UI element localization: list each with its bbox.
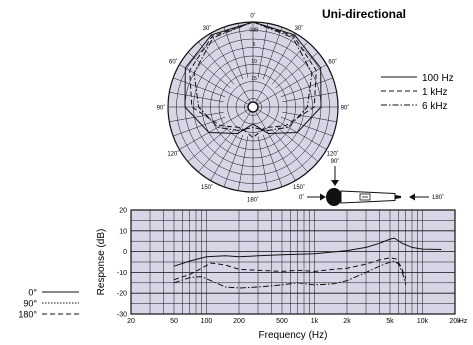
polar-spoke [179,109,248,150]
polar-pattern-chart: 0˚30˚60˚90˚120˚150˚180˚150˚120˚90˚60˚30˚… [157,13,350,204]
mic-right-arrow-head [409,193,415,201]
polar-spoke [223,27,244,80]
freq-x-tick-label: 50 [170,318,178,325]
polar-spoke [282,91,337,103]
freq-y-tick-label: -30 [117,312,127,319]
polar-spoke [169,111,224,123]
polar-spoke [280,116,333,137]
polar-angle-label: 120˚ [167,151,179,158]
freq-y-tick-label: 0 [123,249,127,256]
freq-x-tick-label: 20k [449,318,461,325]
polar-angle-label: 30˚ [295,25,304,32]
microphone-diagram: 90˚ 0˚ 180˚ [299,158,444,206]
polar-angle-label: 90˚ [341,105,350,112]
freq-x-axis-title: Frequency (Hz) [259,330,328,341]
freq-x-tick-label: 1k [311,318,319,325]
polar-legend-label: 100 Hz [422,73,454,84]
freq-series-1 [173,257,407,281]
polar-spoke [262,27,283,80]
mic-top-arrow-head [331,180,339,186]
freq-legend-label: 180° [18,310,37,320]
freq-y-tick-label: 10 [119,228,127,235]
freq-x-tick-label: 100 [201,318,213,325]
freq-x-unit-label: Hz [459,318,468,325]
polar-ring-label: 0dB [250,28,260,34]
mic-left-label: 0˚ [299,194,304,201]
polar-spoke [210,33,251,102]
mic-right-label: 180˚ [432,194,444,201]
freq-x-tick-label: 10k [417,318,429,325]
polar-spoke [282,111,337,123]
mic-top-label: 90˚ [331,158,340,165]
polar-series-1 [189,21,317,139]
polar-angle-label: 60˚ [169,59,178,66]
polar-spoke [237,23,249,78]
polar-spoke [187,125,231,162]
freq-x-tick-label: 200 [233,318,245,325]
polar-spoke [210,112,251,181]
polar-angle-label: 150˚ [293,184,305,191]
polar-spoke [173,77,226,98]
polar-spoke [173,116,226,137]
polar-spoke [258,109,327,150]
polar-spoke [187,52,231,89]
polar-legend-label: 1 kHz [422,87,448,98]
polar-spoke [258,64,327,105]
chart-title: Uni-directional [322,7,406,21]
polar-angle-label: 180˚ [247,197,259,204]
freq-y-axis-title: Response (dB) [96,229,107,296]
freq-x-tick-label: 20 [127,318,135,325]
freq-series-0 [173,237,442,267]
polar-spoke [275,52,319,89]
polar-spoke [223,134,244,187]
polar-series-2 [193,21,313,132]
polar-spoke [280,77,333,98]
frequency-legend: 0°90°180° [18,288,79,320]
polar-ring-label: 5 [253,42,256,48]
freq-y-tick-label: 20 [119,208,127,215]
polar-angle-label: 150˚ [201,184,213,191]
polar-angle-label: 0˚ [250,13,255,20]
mic-connector [395,195,401,199]
polar-legend: 100 Hz 1 kHz 6 kHz [381,73,454,112]
freq-x-tick-label: 2k [343,318,351,325]
freq-y-tick-label: -10 [117,270,127,277]
polar-spoke [255,112,296,181]
polar-legend-label: 6 kHz [422,101,448,112]
polar-spoke [237,136,249,191]
polar-spoke [262,134,283,187]
freq-x-tick-label: 500 [276,318,288,325]
polar-ring-label: 15 [251,76,257,82]
polar-angle-label: 30˚ [203,25,212,32]
polar-spoke [255,33,296,102]
polar-spoke [257,23,269,78]
mic-left-arrow-head [320,193,326,201]
polar-angle-label: 60˚ [328,59,337,66]
freq-legend-label: 90° [23,299,37,309]
polar-series-0 [184,21,322,135]
mic-head [326,188,342,206]
polar-spoke [198,129,235,173]
polar-spoke [257,136,269,191]
freq-y-tick-label: -20 [117,291,127,298]
polar-angle-label: 90˚ [157,105,166,112]
polar-spoke [275,125,319,162]
freq-x-tick-label: 5k [386,318,394,325]
polar-ring-label: 10 [251,59,257,65]
freq-legend-label: 0° [28,288,37,298]
freq-series-2 [173,260,407,289]
polar-angle-label: 120˚ [327,151,339,158]
polar-spoke [271,129,308,173]
polar-spoke [169,91,224,103]
polar-spoke [179,64,248,105]
polar-center [247,101,259,113]
